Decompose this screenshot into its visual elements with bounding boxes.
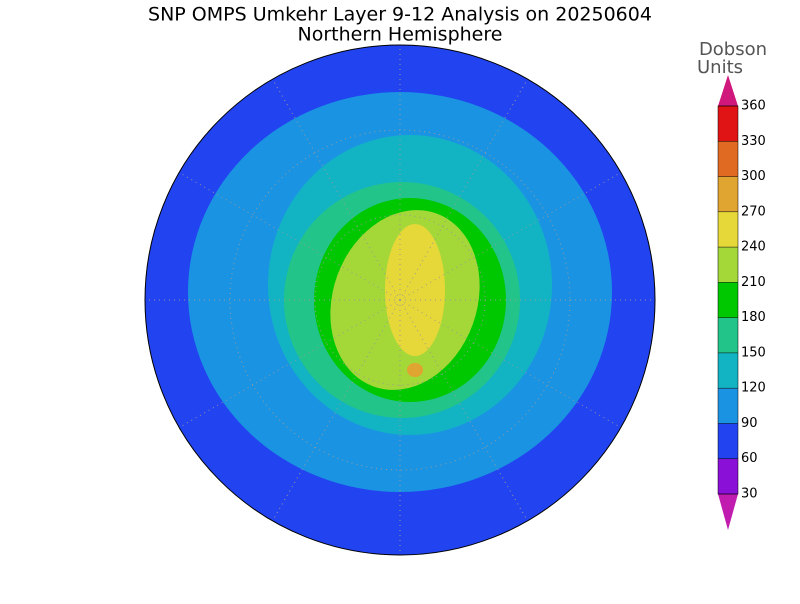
colorbar-tick-label: 120 xyxy=(741,381,766,396)
colorbar-over xyxy=(718,75,738,106)
colorbar-tick-label: 330 xyxy=(741,134,766,149)
colorbar-bin xyxy=(718,211,738,248)
meridian xyxy=(269,299,401,526)
colorbar-bin xyxy=(718,388,738,424)
meridian xyxy=(399,169,626,301)
map-border xyxy=(144,44,656,556)
colorbar: 30 60 90 120 150 180 210 240 270 300 330 360 xyxy=(717,75,766,530)
meridian xyxy=(174,169,401,301)
colorbar-bin xyxy=(718,352,738,389)
colorbar-bin xyxy=(718,317,738,353)
colorbar-bin xyxy=(718,247,738,283)
colorbar-bin xyxy=(718,176,738,212)
colorbar-tick-label: 360 xyxy=(741,99,766,114)
polar-map xyxy=(145,45,655,555)
ozone-contour xyxy=(407,363,423,377)
colorbar-bin xyxy=(718,423,738,459)
meridian xyxy=(269,74,401,301)
meridian xyxy=(399,299,531,526)
colorbar-bin xyxy=(718,141,738,177)
meridian xyxy=(174,299,401,431)
units-label: Units xyxy=(697,57,743,78)
colorbar-tick-label: 30 xyxy=(741,487,758,502)
parallel xyxy=(314,214,486,386)
colorbar-tick-label: 300 xyxy=(741,169,766,184)
colorbar-bin xyxy=(718,106,738,142)
colorbar-tick-label: 270 xyxy=(741,204,766,219)
parallel xyxy=(229,129,571,471)
subtitle: Northern Hemisphere xyxy=(298,24,503,46)
title: SNP OMPS Umkehr Layer 9-12 Analysis on 2… xyxy=(148,4,652,26)
units-label: Dobson xyxy=(699,39,767,60)
colorbar-tick-label: 90 xyxy=(741,416,758,431)
colorbar-tick-label: 150 xyxy=(741,345,766,360)
meridian xyxy=(399,299,626,431)
colorbar-tick-label: 240 xyxy=(741,240,766,255)
meridian xyxy=(399,74,531,301)
colorbar-tick-label: 180 xyxy=(741,310,766,325)
colorbar-under xyxy=(718,494,738,530)
ozone-contour xyxy=(385,224,445,356)
colorbar-frame xyxy=(717,105,739,495)
colorbar-bin xyxy=(718,282,738,318)
colorbar-tick-label: 210 xyxy=(741,275,766,290)
colorbar-bin xyxy=(718,458,738,494)
colorbar-tick-label: 60 xyxy=(741,451,758,466)
